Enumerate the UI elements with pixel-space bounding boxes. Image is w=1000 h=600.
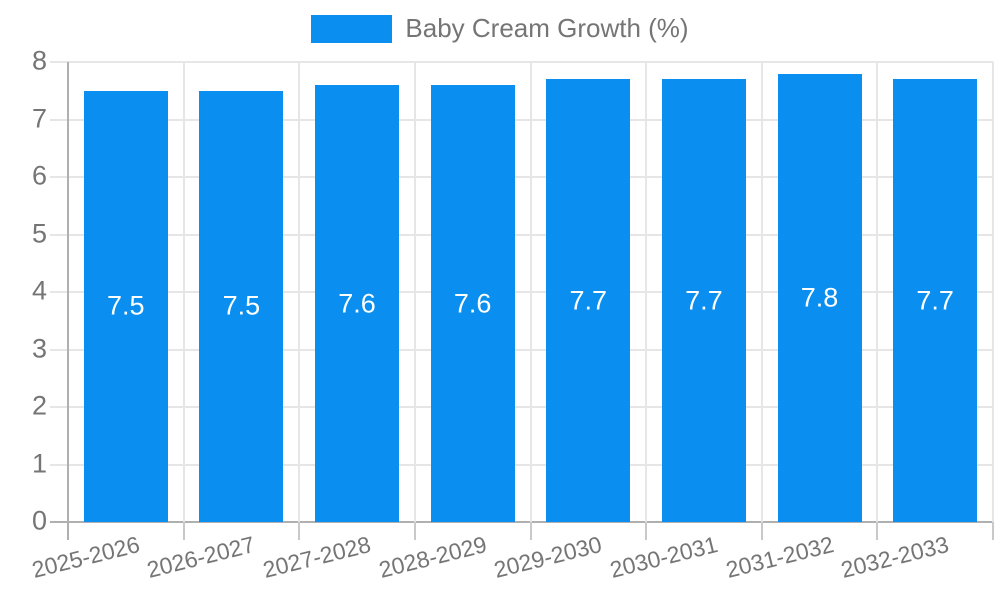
legend-label: Baby Cream Growth (%): [405, 13, 689, 43]
x-axis-tick: [182, 522, 185, 540]
y-axis-tick-label: 2: [31, 390, 47, 421]
y-axis-tick-label: 6: [31, 160, 47, 191]
gridline-horizontal: [50, 291, 993, 293]
y-axis-tick-label: 3: [31, 332, 47, 363]
x-axis-tick: [760, 522, 763, 540]
gridline-vertical: [992, 62, 994, 522]
x-axis-tick: [645, 522, 648, 540]
y-axis-tick-label: 8: [31, 45, 47, 76]
y-axis-tick-label: 7: [31, 102, 47, 133]
y-axis-tick-label: 4: [31, 275, 47, 306]
bar-2028-2029[interactable]: [430, 85, 515, 522]
x-axis-tick: [413, 522, 416, 540]
gridline-horizontal: [50, 118, 993, 121]
bar-value-label: 7.6: [453, 288, 492, 318]
gridline-horizontal: [50, 348, 993, 351]
x-axis-tick: [992, 522, 994, 540]
gridline-vertical: [413, 62, 416, 522]
bar-value-label: 7.7: [916, 285, 954, 316]
bar-2032-2033[interactable]: [893, 79, 978, 522]
legend-swatch[interactable]: [311, 14, 393, 43]
x-axis-tick: [529, 522, 532, 540]
gridline-horizontal: [50, 233, 993, 236]
bar-2025-2026[interactable]: [83, 90, 168, 522]
gridline-vertical: [760, 62, 763, 522]
gridline-vertical: [298, 62, 301, 522]
bar-2026-2027[interactable]: [199, 90, 284, 522]
gridline-horizontal: [50, 176, 993, 178]
gridline-vertical: [645, 62, 648, 522]
bar-value-label: 7.6: [338, 288, 376, 318]
gridline-horizontal: [50, 463, 993, 466]
y-axis-line: [67, 62, 69, 540]
y-axis-tick-label: 1: [31, 447, 47, 478]
bar-2029-2030[interactable]: [546, 79, 631, 522]
x-axis-line: [50, 521, 993, 523]
bar-value-label: 7.5: [107, 290, 145, 321]
x-axis-tick: [298, 522, 301, 540]
gridline-vertical: [529, 62, 532, 522]
legend[interactable]: Baby Cream Growth (%): [0, 13, 1000, 44]
gridline-horizontal: [50, 406, 993, 408]
bar-value-label: 7.5: [222, 290, 261, 321]
bar-2027-2028[interactable]: [315, 85, 400, 522]
x-axis-tick: [876, 522, 879, 540]
bar-value-label: 7.7: [569, 285, 608, 316]
gridline-vertical: [876, 62, 879, 522]
gridline-horizontal: [50, 61, 993, 63]
y-axis-tick-label: 0: [31, 505, 47, 536]
y-axis-tick-label: 5: [31, 217, 47, 248]
gridline-vertical: [182, 62, 185, 522]
bar-2030-2031[interactable]: [661, 79, 746, 522]
bar-value-label: 7.7: [685, 285, 723, 316]
bar-value-label: 7.8: [800, 282, 839, 313]
bar-2031-2032[interactable]: [777, 73, 862, 522]
